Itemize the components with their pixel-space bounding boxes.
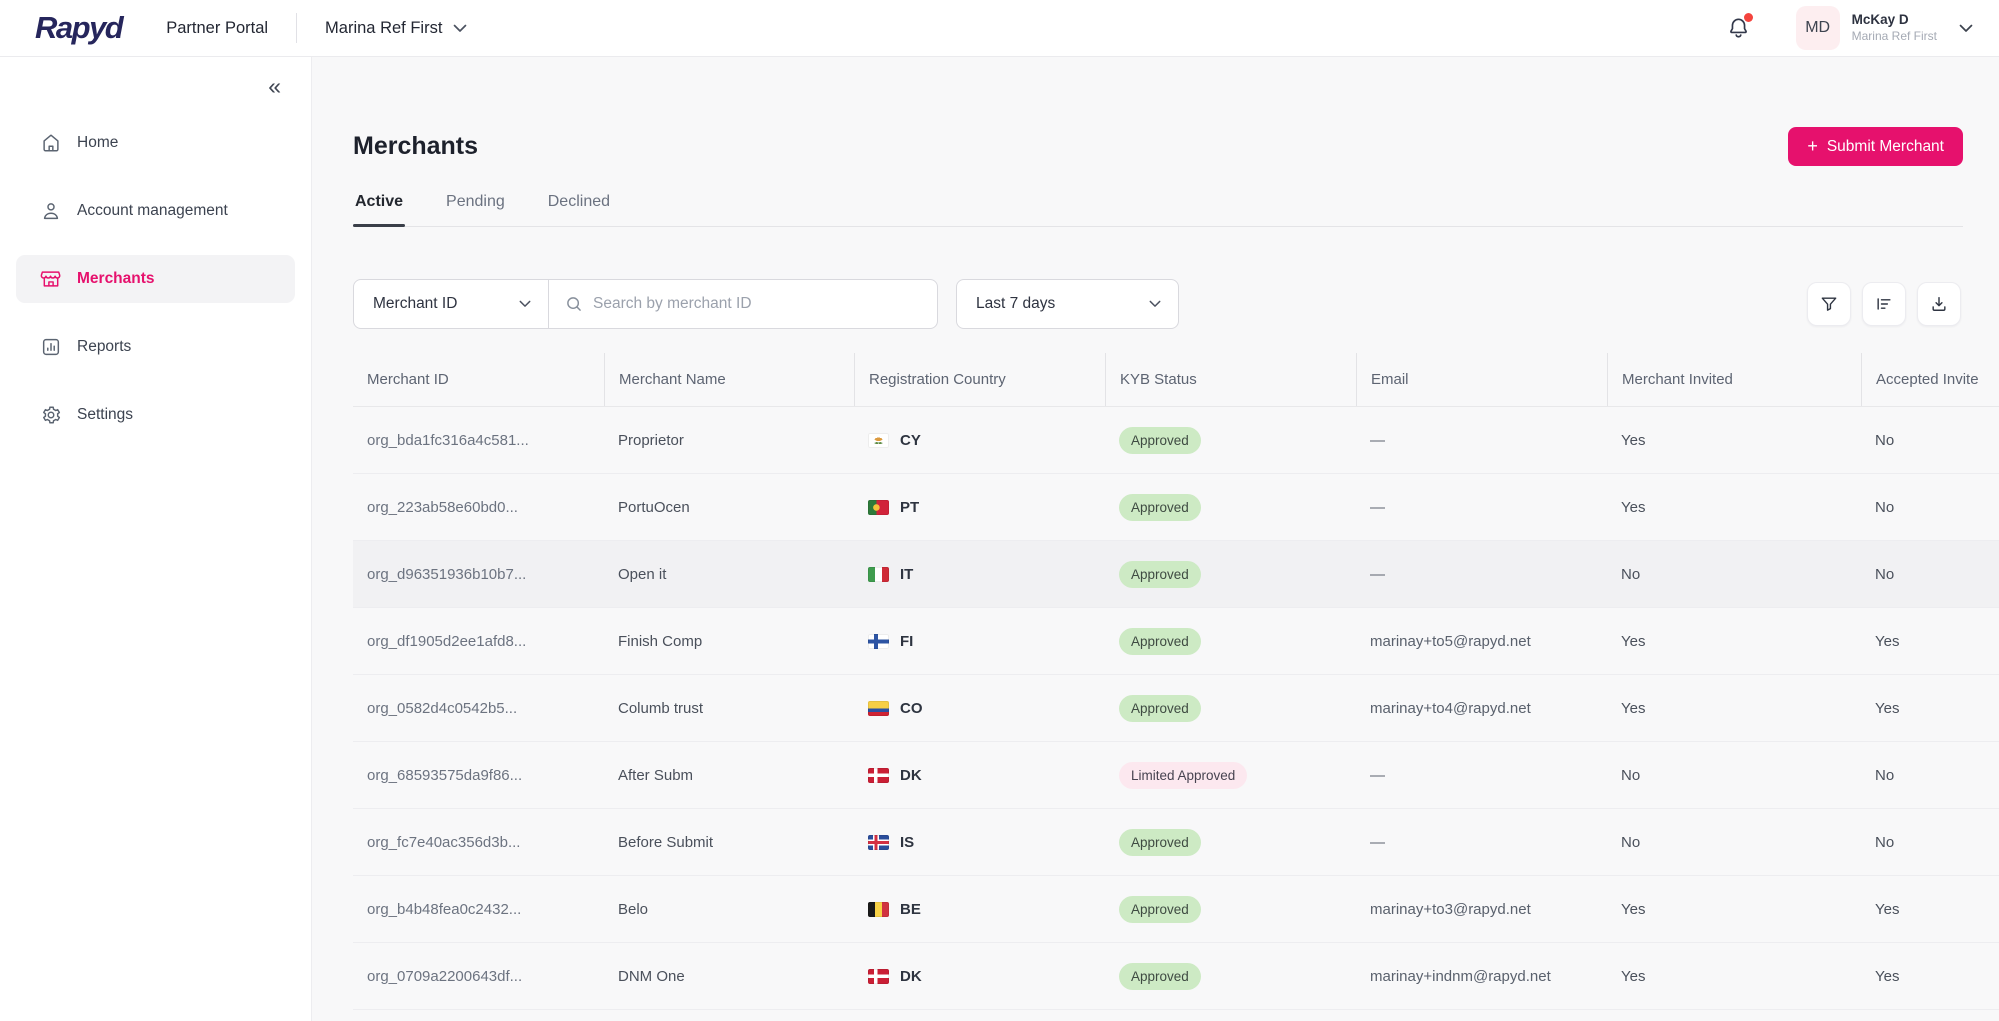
sidebar-item-merchants[interactable]: Merchants	[16, 255, 295, 303]
col-merchant-id: Merchant ID	[367, 371, 449, 388]
kyb-status-badge: Approved	[1119, 895, 1201, 923]
registration-country: FI	[868, 633, 913, 650]
country-flag-icon	[868, 767, 889, 783]
registration-country: CO	[868, 700, 923, 717]
plus-icon: +	[1807, 136, 1818, 156]
sidebar-collapse-icon[interactable]: «	[268, 73, 281, 99]
merchant-search	[548, 279, 938, 329]
submit-merchant-button[interactable]: + Submit Merchant	[1788, 127, 1963, 166]
country-flag-icon	[868, 633, 889, 649]
avatar[interactable]: MD	[1795, 6, 1840, 50]
country-flag-icon	[868, 432, 889, 448]
chevron-down-icon	[453, 24, 467, 33]
merchants-table: Merchant ID Merchant Name Registration C…	[353, 353, 1999, 1010]
col-registration-country: Registration Country	[854, 353, 1105, 406]
user-name: McKay D	[1851, 12, 1909, 28]
chevron-down-icon	[519, 300, 531, 308]
funnel-icon	[1819, 294, 1839, 314]
store-icon	[40, 268, 62, 290]
kyb-status-badge: Approved	[1119, 694, 1201, 722]
kyb-status-badge: Approved	[1119, 627, 1201, 655]
table-row[interactable]: org_b4b48fea0c2432... Belo BE Approved m…	[353, 876, 1999, 943]
kyb-status-badge: Approved	[1119, 828, 1201, 856]
registration-country: IS	[868, 834, 914, 851]
table-row[interactable]: org_df1905d2ee1afd8... Finish Comp FI Ap…	[353, 608, 1999, 675]
kyb-status-badge: Approved	[1119, 560, 1201, 588]
country-flag-icon	[868, 834, 889, 850]
search-input[interactable]	[593, 295, 923, 313]
table-body: org_bda1fc316a4c581... Proprietor CY App…	[353, 407, 1999, 1010]
tab-declined[interactable]: Declined	[547, 193, 611, 210]
top-bar: Rapyd Partner Portal Marina Ref First MD…	[0, 0, 1999, 57]
sidebar-item-reports[interactable]: Reports	[16, 323, 295, 371]
sidebar-menu: Home Account management Merchants Report…	[0, 57, 311, 439]
user-org: Marina Ref First	[1851, 28, 1937, 43]
status-tabs: Active Pending Declined	[353, 193, 1963, 227]
tab-pending[interactable]: Pending	[446, 193, 505, 210]
settings-icon	[40, 404, 62, 426]
table-row[interactable]: org_bda1fc316a4c581... Proprietor CY App…	[353, 407, 1999, 474]
rapyd-logo: Rapyd	[35, 10, 124, 45]
registration-country: CY	[868, 432, 921, 449]
registration-country: DK	[868, 767, 922, 784]
search-icon	[565, 295, 583, 313]
kyb-status-badge: Limited Approved	[1119, 761, 1248, 789]
table-header: Merchant ID Merchant Name Registration C…	[353, 353, 1999, 407]
home-icon	[40, 132, 62, 154]
sidebar-item-account-management[interactable]: Account management	[16, 187, 295, 235]
registration-country: DK	[868, 968, 922, 985]
country-flag-icon	[868, 968, 889, 984]
search-field-dropdown[interactable]: Merchant ID	[353, 279, 549, 329]
kyb-status-badge: Approved	[1119, 493, 1201, 521]
sort-button[interactable]	[1862, 282, 1906, 326]
col-merchant-invited: Merchant Invited	[1607, 353, 1861, 406]
country-flag-icon	[868, 700, 889, 716]
table-row[interactable]: org_d96351936b10b7... Open it IT Approve…	[353, 541, 1999, 608]
sort-list-icon	[1874, 294, 1894, 314]
registration-country: BE	[868, 901, 921, 918]
table-row[interactable]: org_fc7e40ac356d3b... Before Submit IS A…	[353, 809, 1999, 876]
notifications-button[interactable]	[1722, 11, 1756, 45]
country-flag-icon	[868, 566, 889, 582]
table-row[interactable]: org_0582d4c0542b5... Columb trust CO App…	[353, 675, 1999, 742]
org-selector-dropdown[interactable]: Marina Ref First	[325, 19, 467, 38]
main-content: Merchants + Submit Merchant Active Pendi…	[312, 57, 1999, 1021]
table-row[interactable]: org_223ab58e60bd0... PortuOcen PT Approv…	[353, 474, 1999, 541]
topbar-divider	[296, 13, 298, 43]
table-row[interactable]: org_0709a2200643df... DNM One DK Approve…	[353, 943, 1999, 1010]
tab-active[interactable]: Active	[353, 193, 406, 227]
registration-country: PT	[868, 499, 919, 516]
filter-button[interactable]	[1807, 282, 1851, 326]
org-selector-label: Marina Ref First	[325, 18, 443, 37]
sidebar: « Home Account management Merchants Repo…	[0, 57, 312, 1021]
col-accepted-invite: Accepted Invite	[1861, 353, 1999, 406]
registration-country: IT	[868, 566, 913, 583]
user-menu-chevron-icon[interactable]	[1959, 24, 1973, 33]
bell-icon	[1726, 16, 1751, 41]
download-button[interactable]	[1917, 282, 1961, 326]
col-email: Email	[1356, 353, 1607, 406]
chevron-down-icon	[1149, 300, 1161, 308]
page-title: Merchants	[353, 132, 479, 160]
country-flag-icon	[868, 499, 889, 515]
sidebar-item-home[interactable]: Home	[16, 119, 295, 167]
country-flag-icon	[868, 901, 889, 917]
date-range-dropdown[interactable]: Last 7 days	[956, 279, 1179, 329]
kyb-status-badge: Approved	[1119, 962, 1201, 990]
user-icon	[40, 200, 62, 222]
col-merchant-name: Merchant Name	[604, 353, 854, 406]
col-kyb-status: KYB Status	[1105, 353, 1356, 406]
kyb-status-badge: Approved	[1119, 426, 1201, 454]
table-row[interactable]: org_68593575da9f86... After Subm DK Limi…	[353, 742, 1999, 809]
portal-label: Partner Portal	[166, 18, 269, 37]
reports-icon	[40, 336, 62, 358]
sidebar-item-settings[interactable]: Settings	[16, 391, 295, 439]
notification-dot	[1743, 13, 1753, 22]
user-info: McKay D Marina Ref First	[1852, 12, 1937, 44]
download-icon	[1929, 294, 1949, 314]
